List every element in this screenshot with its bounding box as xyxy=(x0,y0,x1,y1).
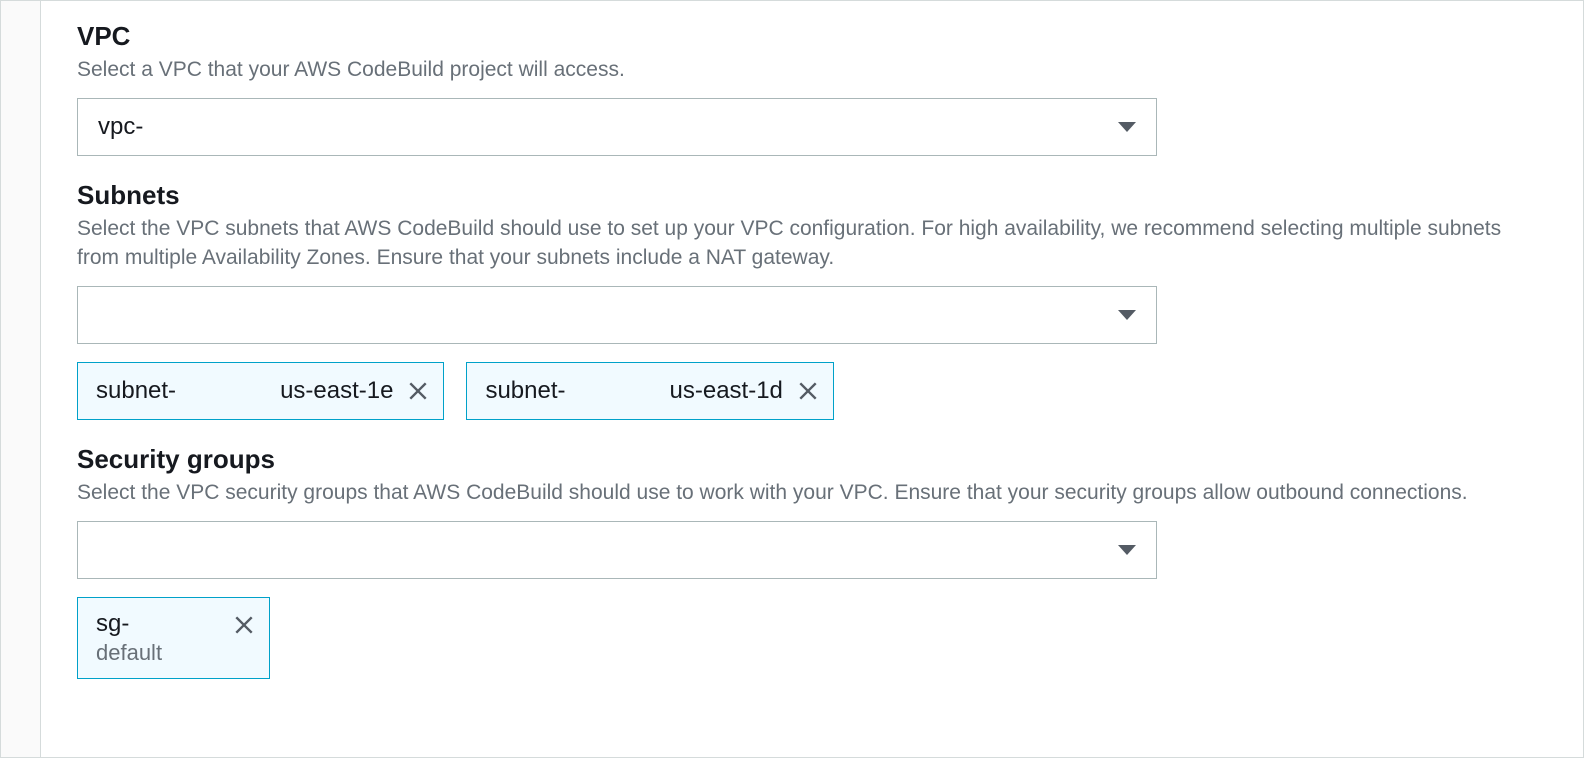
close-icon[interactable] xyxy=(233,614,255,636)
subnets-dropdown[interactable] xyxy=(77,286,1157,344)
security-groups-label: Security groups xyxy=(77,444,1547,475)
left-rail xyxy=(1,1,41,757)
security-groups-description: Select the VPC security groups that AWS … xyxy=(77,479,1547,507)
subnet-chip: subnet- us-east-1d xyxy=(466,362,833,420)
subnet-chips-row: subnet- us-east-1e subnet- us-east-1d xyxy=(77,362,1547,420)
subnet-chip: subnet- us-east-1e xyxy=(77,362,444,420)
close-icon[interactable] xyxy=(407,380,429,402)
vpc-description: Select a VPC that your AWS CodeBuild pro… xyxy=(77,56,1547,84)
security-group-chip-name: default xyxy=(96,640,162,666)
subnets-description: Select the VPC subnets that AWS CodeBuil… xyxy=(77,215,1547,272)
content-area: VPC Select a VPC that your AWS CodeBuild… xyxy=(41,1,1583,757)
caret-down-icon xyxy=(1118,545,1136,555)
caret-down-icon xyxy=(1118,310,1136,320)
subnet-chip-id: subnet- xyxy=(96,377,176,405)
close-icon[interactable] xyxy=(797,380,819,402)
subnet-chip-zone: us-east-1e xyxy=(190,377,393,405)
security-group-chip-id: sg- xyxy=(96,610,219,638)
vpc-field-group: VPC Select a VPC that your AWS CodeBuild… xyxy=(77,21,1547,156)
caret-down-icon xyxy=(1118,122,1136,132)
subnets-field-group: Subnets Select the VPC subnets that AWS … xyxy=(77,180,1547,420)
form-panel: VPC Select a VPC that your AWS CodeBuild… xyxy=(0,0,1584,758)
security-groups-dropdown[interactable] xyxy=(77,521,1157,579)
security-group-chips-row: sg- default xyxy=(77,597,1547,679)
security-group-chip-textcol: sg- default xyxy=(96,610,219,666)
security-group-chip: sg- default xyxy=(77,597,270,679)
vpc-label: VPC xyxy=(77,21,1547,52)
vpc-dropdown[interactable]: vpc- xyxy=(77,98,1157,156)
subnet-chip-zone: us-east-1d xyxy=(580,377,783,405)
security-groups-field-group: Security groups Select the VPC security … xyxy=(77,444,1547,679)
vpc-dropdown-value: vpc- xyxy=(98,113,143,141)
subnets-label: Subnets xyxy=(77,180,1547,211)
subnet-chip-id: subnet- xyxy=(485,377,565,405)
